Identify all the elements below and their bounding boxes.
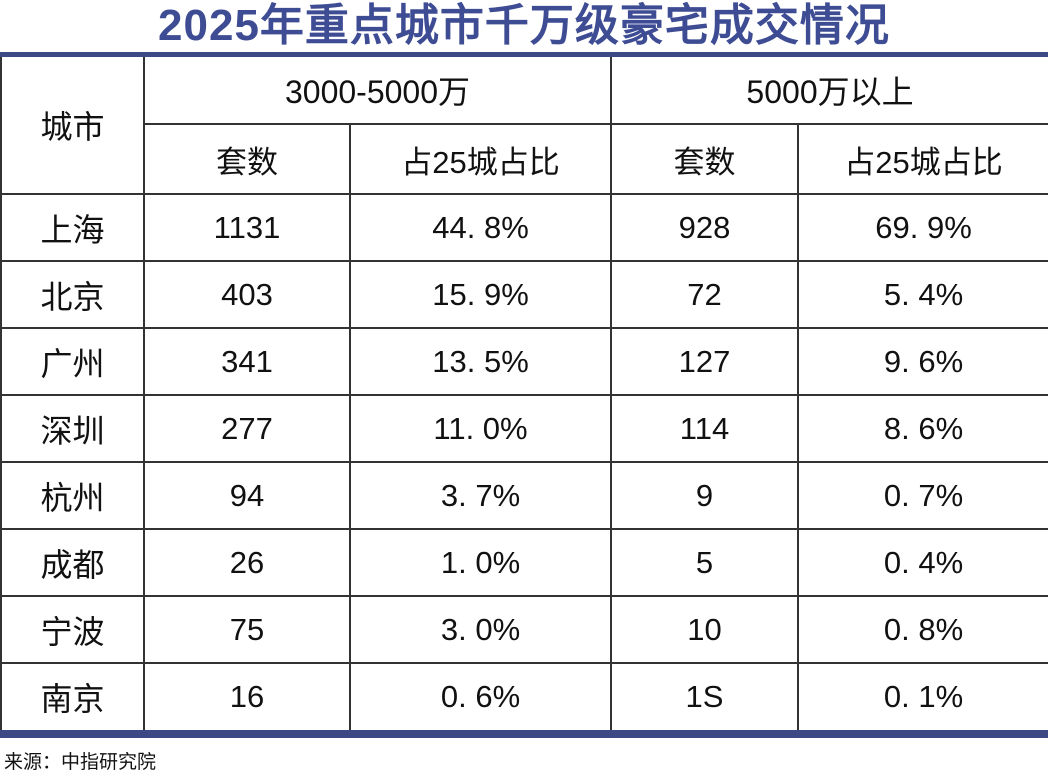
table-row-chengdu: 成都 26 1. 0% 5 0. 4% <box>0 528 1048 597</box>
bottom-divider-rule <box>0 730 1048 738</box>
cell-units-3000-5000: 75 <box>143 595 351 664</box>
cell-units-5000-plus: 127 <box>610 327 800 396</box>
cell-units-3000-5000: 1131 <box>143 193 351 262</box>
cell-share-5000-plus: 8. 6% <box>797 394 1048 463</box>
cell-share-3000-5000: 3. 7% <box>348 461 613 530</box>
table-row-beijing: 北京 403 15. 9% 72 5. 4% <box>0 260 1048 329</box>
cell-share-5000-plus: 5. 4% <box>797 260 1048 329</box>
header-city: 城市 <box>0 57 145 195</box>
header-sub-row: 套数 占25城占比 套数 占25城占比 <box>1 123 1048 195</box>
cell-share-3000-5000: 44. 8% <box>348 193 613 262</box>
table-row-shenzhen: 深圳 277 11. 0% 114 8. 6% <box>0 394 1048 463</box>
cell-units-3000-5000: 94 <box>143 461 351 530</box>
title-divider-rule <box>0 52 1048 57</box>
subheader-share-3000-5000: 占25城占比 <box>348 123 613 195</box>
cell-share-3000-5000: 11. 0% <box>348 394 613 463</box>
cell-share-3000-5000: 0. 6% <box>348 662 613 730</box>
cell-units-5000-plus: 114 <box>610 394 800 463</box>
page-title: 2025年重点城市千万级豪宅成交情况 <box>158 1 890 50</box>
luxury-sales-table: 城市 3000-5000万 5000万以上 套数 占25城占比 套数 占25城占… <box>0 57 1048 730</box>
subheader-units-3000-5000: 套数 <box>143 123 351 195</box>
cell-units-5000-plus: 5 <box>610 528 800 597</box>
cell-city: 北京 <box>0 260 145 329</box>
cell-units-3000-5000: 26 <box>143 528 351 597</box>
cell-units-3000-5000: 277 <box>143 394 351 463</box>
header-group-5000-plus: 5000万以上 <box>610 57 1048 125</box>
cell-units-5000-plus: 9 <box>610 461 800 530</box>
cell-share-3000-5000: 3. 0% <box>348 595 613 664</box>
table-row-shanghai: 上海 1131 44. 8% 928 69. 9% <box>0 193 1048 262</box>
cell-units-3000-5000: 403 <box>143 260 351 329</box>
cell-share-3000-5000: 13. 5% <box>348 327 613 396</box>
cell-share-3000-5000: 15. 9% <box>348 260 613 329</box>
cell-city: 南京 <box>0 662 145 730</box>
cell-units-3000-5000: 16 <box>143 662 351 730</box>
table-row-guangzhou: 广州 341 13. 5% 127 9. 6% <box>0 327 1048 396</box>
cell-share-5000-plus: 69. 9% <box>797 193 1048 262</box>
cell-share-3000-5000: 1. 0% <box>348 528 613 597</box>
cell-city: 深圳 <box>0 394 145 463</box>
cell-city: 上海 <box>0 193 145 262</box>
cell-share-5000-plus: 0. 7% <box>797 461 1048 530</box>
cell-units-3000-5000: 341 <box>143 327 351 396</box>
table-row-ningbo: 宁波 75 3. 0% 10 0. 8% <box>0 595 1048 664</box>
cell-city: 成都 <box>0 528 145 597</box>
cell-units-5000-plus: 928 <box>610 193 800 262</box>
cell-share-5000-plus: 0. 4% <box>797 528 1048 597</box>
table-row-nanjing: 南京 16 0. 6% 1S 0. 1% <box>0 662 1048 730</box>
cell-share-5000-plus: 0. 1% <box>797 662 1048 730</box>
cell-units-5000-plus: 10 <box>610 595 800 664</box>
cell-share-5000-plus: 0. 8% <box>797 595 1048 664</box>
header-group-row: 城市 3000-5000万 5000万以上 <box>0 57 1048 195</box>
cell-city: 宁波 <box>0 595 145 664</box>
cell-city: 杭州 <box>0 461 145 530</box>
subheader-units-5000-plus: 套数 <box>610 123 800 195</box>
cell-units-5000-plus: 72 <box>610 260 800 329</box>
cell-share-5000-plus: 9. 6% <box>797 327 1048 396</box>
header-group-3000-5000: 3000-5000万 <box>142 57 613 125</box>
source-note: 来源：中指研究院 <box>4 752 157 773</box>
cell-units-5000-plus: 1S <box>610 662 800 730</box>
table-row-hangzhou: 杭州 94 3. 7% 9 0. 7% <box>0 461 1048 530</box>
subheader-share-5000-plus: 占25城占比 <box>797 123 1048 195</box>
cell-city: 广州 <box>0 327 145 396</box>
